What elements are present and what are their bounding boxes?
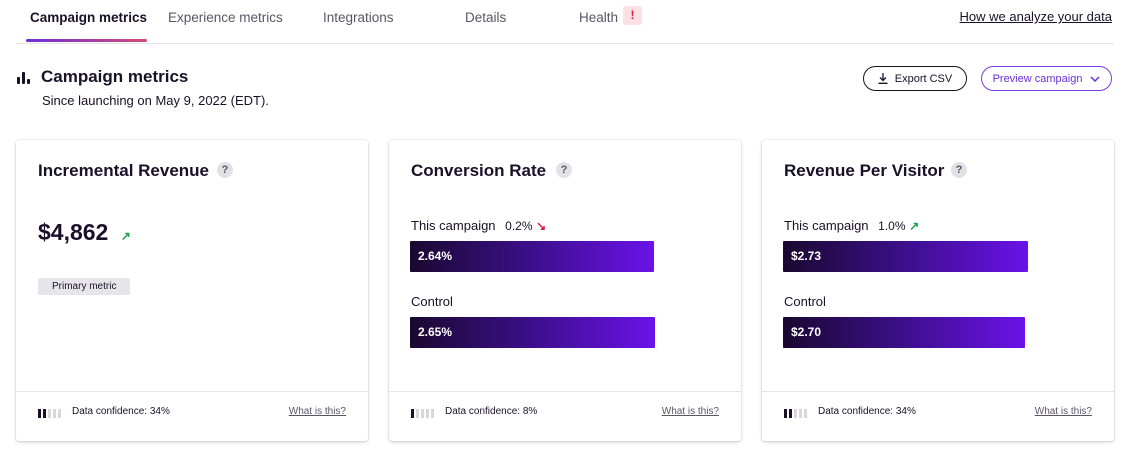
primary-metric-badge: Primary metric — [38, 278, 131, 295]
this-campaign-row: This campaign 1.0% ↗ — [784, 218, 919, 233]
card-footer: Data confidence: 34% What is this? — [762, 391, 1114, 441]
export-csv-button[interactable]: Export CSV — [863, 66, 967, 91]
incremental-revenue-card: Incremental Revenue ? $4,862 ↗ Primary m… — [16, 140, 368, 441]
tab-campaign-metrics[interactable]: Campaign metrics — [30, 10, 148, 25]
control-label: Control — [784, 294, 826, 309]
campaign-bar: 2.64% — [410, 241, 654, 272]
what-is-this-link[interactable]: What is this? — [661, 406, 719, 417]
what-is-this-link[interactable]: What is this? — [288, 406, 346, 417]
revenue-per-visitor-card: Revenue Per Visitor ? This campaign 1.0%… — [762, 140, 1114, 441]
data-confidence-text: Data confidence: 8% — [445, 406, 538, 417]
card-title: Incremental Revenue — [38, 161, 210, 180]
what-is-this-link[interactable]: What is this? — [1034, 406, 1092, 417]
control-bar-value: 2.65% — [418, 325, 453, 339]
how-we-analyze-link[interactable]: How we analyze your data — [959, 9, 1112, 24]
conversion-rate-card: Conversion Rate ? This campaign 0.2% ↘ 2… — [389, 140, 741, 441]
bar-chart-icon — [17, 71, 31, 84]
data-confidence-text: Data confidence: 34% — [72, 406, 170, 417]
preview-campaign-button[interactable]: Preview campaign — [981, 66, 1112, 91]
trend-down-icon: ↘ — [536, 219, 547, 233]
page-subtitle: Since launching on May 9, 2022 (EDT). — [42, 93, 269, 108]
confidence-meter-icon — [411, 409, 435, 418]
card-title: Conversion Rate — [411, 161, 547, 180]
tab-experience-metrics[interactable]: Experience metrics — [168, 10, 283, 25]
campaign-bar: $2.73 — [783, 241, 1028, 272]
tab-bar: Campaign metrics Experience metrics Inte… — [16, 0, 1114, 44]
campaign-delta: 0.2% — [505, 219, 533, 233]
campaign-delta: 1.0% — [878, 219, 906, 233]
tab-integrations[interactable]: Integrations — [323, 10, 394, 25]
trend-up-icon: ↗ — [909, 219, 920, 233]
health-alert-badge: ! — [623, 6, 642, 25]
card-title: Revenue Per Visitor — [784, 161, 945, 180]
preview-campaign-label: Preview campaign — [992, 72, 1083, 85]
control-bar: $2.70 — [783, 317, 1025, 348]
confidence-meter-icon — [38, 409, 62, 418]
this-campaign-label: This campaign — [411, 218, 496, 233]
this-campaign-label: This campaign — [784, 218, 869, 233]
confidence-meter-icon — [784, 409, 808, 418]
trend-up-icon: ↗ — [120, 229, 131, 243]
campaign-bar-value: $2.73 — [791, 249, 822, 263]
control-label: Control — [411, 294, 453, 309]
chevron-down-icon — [1090, 75, 1100, 82]
tab-health[interactable]: Health — [579, 10, 619, 25]
metric-value: $4,862 — [38, 219, 109, 245]
this-campaign-row: This campaign 0.2% ↘ — [411, 218, 546, 233]
control-bar-value: $2.70 — [791, 325, 822, 339]
help-icon[interactable]: ? — [217, 162, 233, 178]
data-confidence-text: Data confidence: 34% — [818, 406, 916, 417]
export-csv-label: Export CSV — [894, 72, 953, 85]
incremental-revenue-value: $4,862 ↗ — [38, 219, 131, 246]
help-icon[interactable]: ? — [951, 162, 967, 178]
download-icon — [878, 73, 888, 84]
active-tab-indicator — [26, 39, 147, 42]
card-footer: Data confidence: 34% What is this? — [16, 391, 368, 441]
page-title: Campaign metrics — [41, 67, 189, 86]
tab-details[interactable]: Details — [465, 10, 507, 25]
campaign-bar-value: 2.64% — [418, 249, 453, 263]
help-icon[interactable]: ? — [556, 162, 572, 178]
card-footer: Data confidence: 8% What is this? — [389, 391, 741, 441]
control-bar: 2.65% — [410, 317, 655, 348]
